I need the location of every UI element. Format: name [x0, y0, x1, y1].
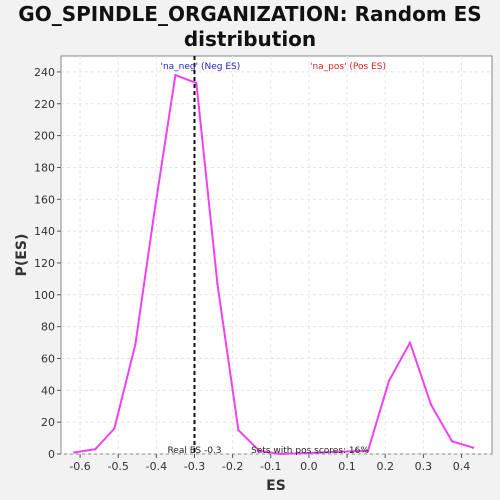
neg-es-label: 'na_neg' (Neg ES) — [160, 62, 240, 72]
data-point — [471, 446, 475, 449]
y-tick-label: 80 — [41, 321, 55, 334]
data-point — [153, 210, 156, 214]
y-tick-label: 60 — [41, 352, 55, 365]
data-point — [450, 440, 454, 443]
x-tick-label: -0.1 — [260, 460, 281, 473]
data-point — [279, 452, 282, 456]
annotation-layer: 'na_neg' (Neg ES) 'na_pos' (Pos ES) Real E… — [160, 56, 386, 456]
data-point — [237, 428, 240, 432]
pos-es-label: 'na_pos' (Pos ES) — [310, 62, 386, 72]
y-tick-label: 240 — [34, 66, 55, 79]
y-tick-label: 220 — [34, 98, 55, 111]
y-tick-label: 120 — [34, 257, 55, 270]
x-tick-label: 0.3 — [415, 460, 433, 473]
y-axis-label: P(ES) — [14, 234, 30, 277]
y-tick-label: 140 — [34, 225, 55, 238]
data-point — [195, 81, 198, 85]
data-point — [408, 341, 412, 344]
chart-title-line-1: GO_SPINDLE_ORGANIZATION: Random ES — [18, 2, 481, 26]
plot-area — [60, 55, 493, 455]
data-point — [258, 449, 261, 453]
y-tick-label: 40 — [41, 384, 55, 397]
x-tick-label: 0.0 — [300, 460, 318, 473]
data-point — [134, 342, 137, 346]
x-tick-label: 0.1 — [338, 460, 356, 473]
series-layer — [73, 73, 475, 456]
y-tick-label: 0 — [48, 448, 55, 461]
sets-pos-scores-label: Sets with pos scores: 16% — [251, 446, 369, 456]
y-tick-label: 100 — [34, 289, 55, 302]
y-tick-label: 180 — [34, 161, 55, 174]
chart-title-line-2: distribution — [184, 27, 316, 51]
x-tick-label: -0.6 — [69, 460, 90, 473]
y-tick-label: 200 — [34, 130, 55, 143]
data-point — [174, 73, 177, 77]
x-tick-label: -0.4 — [146, 460, 167, 473]
data-point — [429, 403, 433, 406]
axis-ticks: -0.6 -0.5 -0.4 -0.3 -0.2 -0.1 0.0 0.1 0.2 0.3 0.4 0… — [34, 66, 470, 473]
x-tick-label: 0.2 — [376, 460, 394, 473]
data-point — [113, 427, 116, 430]
x-tick-label: -0.2 — [222, 460, 243, 473]
y-tick-label: 160 — [34, 193, 55, 206]
data-point — [216, 282, 219, 285]
real-es-value-label: Real ES -0.3 — [167, 446, 221, 456]
data-point — [73, 451, 76, 454]
x-tick-label: 0.4 — [453, 460, 471, 473]
data-point — [387, 379, 391, 382]
x-tick-label: -0.3 — [184, 460, 205, 473]
x-axis-label: ES — [266, 478, 286, 494]
x-tick-label: -0.5 — [107, 460, 128, 473]
data-point — [94, 448, 97, 451]
y-tick-label: 20 — [41, 416, 55, 429]
data-point — [366, 449, 370, 453]
